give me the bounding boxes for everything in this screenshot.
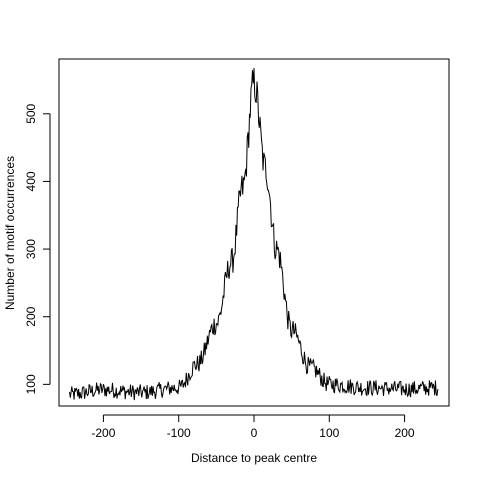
y-tick-label: 200	[24, 306, 38, 326]
y-tick-label: 400	[24, 171, 38, 191]
plot-area	[58, 58, 450, 407]
x-tick-label: -100	[167, 426, 191, 440]
y-tick-label: 100	[24, 374, 38, 394]
y-axis: 100 200 300 400 500	[24, 103, 51, 394]
x-axis: -200 -100 0 100 200	[91, 414, 415, 440]
x-tick-label: -200	[91, 426, 115, 440]
y-tick-label: 300	[24, 239, 38, 259]
x-tick-label: 0	[251, 426, 258, 440]
x-tick-label: 100	[319, 426, 339, 440]
x-axis-label: Distance to peak centre	[191, 451, 317, 465]
y-tick-label: 500	[24, 103, 38, 123]
x-tick-label: 200	[395, 426, 415, 440]
plot-frame	[58, 58, 450, 407]
series-line	[69, 68, 439, 401]
y-axis-label: Number of motif occurrences	[3, 156, 17, 310]
